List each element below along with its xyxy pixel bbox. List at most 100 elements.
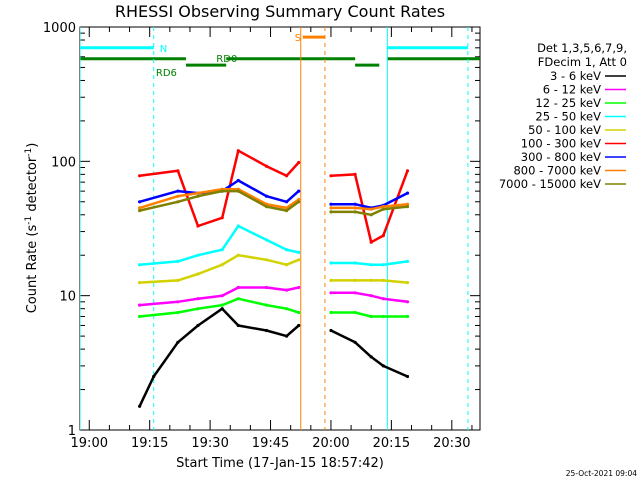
x-tick-label: 20:30 <box>433 436 470 451</box>
flag-label-n: N <box>160 44 167 55</box>
flag-label-s: S <box>295 33 301 44</box>
data-point <box>138 281 142 285</box>
data-point <box>220 263 224 267</box>
plot-area: 1 10 100 1000 19:00 19:15 19:30 19:45 20:00 20:15… <box>43 21 481 451</box>
data-point <box>297 285 301 290</box>
data-point <box>353 210 357 214</box>
data-point <box>369 213 373 217</box>
data-point <box>138 314 142 319</box>
data-point <box>196 272 200 276</box>
data-point <box>353 278 357 282</box>
legend-header-line-1: Det 1,3,5,6,7,9, <box>537 41 627 55</box>
data-point <box>329 310 333 315</box>
data-point <box>220 294 224 298</box>
y-tick-label: 100 <box>51 155 76 170</box>
x-tick-label: 19:00 <box>71 436 108 451</box>
data-point <box>236 224 240 228</box>
data-point <box>220 248 224 252</box>
x-tick-label: 20:00 <box>312 436 349 451</box>
data-point <box>353 261 357 265</box>
data-point <box>329 278 333 282</box>
data-point <box>329 206 333 210</box>
data-point <box>329 210 333 214</box>
data-point <box>369 207 373 211</box>
data-point <box>176 194 180 198</box>
data-point <box>196 253 200 257</box>
data-point <box>329 202 333 206</box>
x-tick-label: 19:30 <box>191 436 228 451</box>
data-point <box>381 364 385 368</box>
data-point <box>196 323 200 328</box>
timestamp: 25-Oct-2021 09:04 <box>566 469 637 478</box>
data-point <box>353 310 357 315</box>
data-point <box>369 314 373 319</box>
data-point <box>285 174 289 178</box>
y-tick-label: 1000 <box>43 21 76 36</box>
data-point <box>381 297 385 301</box>
data-point <box>138 263 142 267</box>
data-point <box>264 258 269 262</box>
data-point <box>264 303 269 307</box>
data-point <box>285 209 289 213</box>
data-point <box>405 205 410 209</box>
x-axis-label: Start Time (17-Jan-15 18:57:42) <box>176 456 384 471</box>
data-point <box>176 259 180 263</box>
data-point <box>176 340 180 344</box>
data-point <box>196 194 200 198</box>
x-tick-label: 19:15 <box>131 436 168 451</box>
data-point <box>369 263 373 267</box>
data-point <box>405 259 410 263</box>
data-point <box>297 323 301 328</box>
data-point <box>285 248 289 252</box>
data-point <box>405 169 410 173</box>
data-point <box>236 149 240 153</box>
data-point <box>381 205 385 209</box>
legend-label: 50 - 100 keV <box>528 123 601 137</box>
data-point <box>176 300 180 304</box>
data-point <box>369 294 373 298</box>
data-point <box>236 297 240 301</box>
data-point <box>236 285 240 290</box>
data-point <box>369 240 373 244</box>
data-point <box>381 234 385 238</box>
data-point <box>285 200 289 204</box>
data-point <box>176 310 180 315</box>
data-point <box>353 172 357 176</box>
x-tick-label: 19:45 <box>252 436 289 451</box>
data-point <box>285 334 289 338</box>
data-point <box>138 209 142 213</box>
data-point <box>329 291 333 295</box>
y-tick-label: 1 <box>68 424 76 439</box>
legend-label: 100 - 300 keV <box>521 137 601 151</box>
data-point <box>405 314 410 319</box>
data-point <box>138 200 142 204</box>
data-point <box>196 224 200 228</box>
data-point <box>381 278 385 282</box>
data-point <box>353 340 357 344</box>
data-point <box>138 303 142 307</box>
legend-label: 300 - 800 keV <box>521 150 601 164</box>
data-point <box>196 297 200 301</box>
data-point <box>152 374 156 379</box>
data-point <box>369 278 373 282</box>
data-point <box>297 250 301 254</box>
y-axis-label: Count Rate (s-1 detector-1) <box>24 143 40 314</box>
legend-label: 12 - 25 keV <box>535 96 601 110</box>
flag-label-rd6: RD6 <box>156 68 177 79</box>
data-point <box>405 191 410 195</box>
data-point <box>381 263 385 267</box>
legend-header-line-2: FDecim 1, Att 0 <box>538 55 627 69</box>
data-point <box>236 178 240 183</box>
data-point <box>329 328 333 333</box>
data-point <box>264 328 269 333</box>
data-point <box>220 189 224 193</box>
data-point <box>285 263 289 267</box>
data-point <box>264 238 269 242</box>
data-point <box>405 281 410 285</box>
data-point <box>297 160 301 165</box>
data-point <box>236 189 240 193</box>
data-point <box>220 216 224 220</box>
legend-label: 25 - 50 keV <box>535 110 601 124</box>
x-tick-label: 20:15 <box>373 436 410 451</box>
